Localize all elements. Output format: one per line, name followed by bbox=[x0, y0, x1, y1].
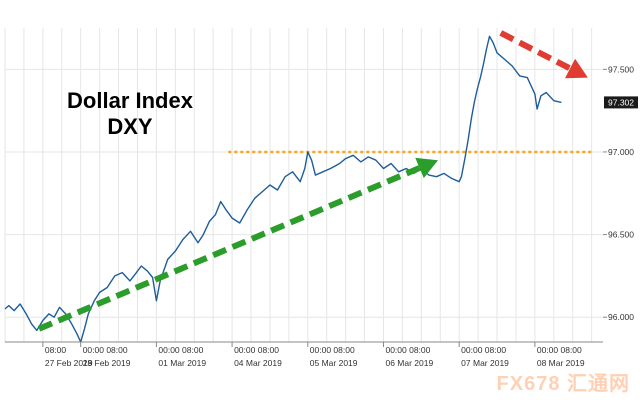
series-group bbox=[4, 35, 562, 343]
y-tick-label: 96.500 bbox=[608, 230, 634, 240]
x-tick-date-label: 07 Mar 2019 bbox=[461, 358, 509, 368]
last-price-tag: 97.302 bbox=[604, 96, 638, 109]
x-tick-time-label: 00:00 08:00 bbox=[83, 345, 128, 355]
x-axis: 08:00 27 Feb 2019 00:00 08:00 28 Feb 2019 00… bbox=[42, 342, 585, 368]
plot-area bbox=[5, 28, 603, 342]
x-tick-date-label: 05 Mar 2019 bbox=[310, 358, 358, 368]
x-tick-date-label: 28 Feb 2019 bbox=[83, 358, 131, 368]
series-line bbox=[4, 35, 562, 343]
x-tick-date-label: 08 Mar 2019 bbox=[537, 358, 585, 368]
y-axis: 96.000 96.500 97.000 97.500 bbox=[603, 64, 634, 322]
x-tick-time-label: 00:00 08:00 bbox=[385, 345, 430, 355]
chart-title-line2: DXY bbox=[107, 114, 153, 139]
x-tick-time-label: 08:00 bbox=[45, 345, 67, 355]
annotation-arrows bbox=[37, 30, 588, 332]
x-tick-time-label: 00:00 08:00 bbox=[158, 345, 203, 355]
watermark-logo: FX678 汇通网 bbox=[496, 373, 630, 395]
x-tick-time-label: 00:00 08:00 bbox=[461, 345, 506, 355]
x-tick-date-label: 01 Mar 2019 bbox=[158, 358, 206, 368]
x-tick-date-label: 27 Feb 2019 bbox=[45, 358, 93, 368]
x-tick-date-label: 04 Mar 2019 bbox=[234, 358, 282, 368]
y-tick-label: 96.000 bbox=[608, 312, 634, 322]
downtrend-dashed-arrow bbox=[499, 30, 572, 72]
chart-title-line1: Dollar Index bbox=[67, 88, 193, 113]
uptrend-dashed-arrow bbox=[37, 165, 421, 332]
x-tick-time-label: 00:00 08:00 bbox=[234, 345, 279, 355]
grid bbox=[4, 28, 603, 342]
y-tick-label: 97.500 bbox=[608, 64, 634, 74]
y-tick-label: 97.000 bbox=[608, 147, 634, 157]
x-tick-date-label: 06 Mar 2019 bbox=[385, 358, 433, 368]
uptrend-dashed-arrow-head bbox=[415, 157, 438, 179]
downtrend-dashed-arrow-head bbox=[565, 58, 588, 79]
x-tick-time-label: 00:00 08:00 bbox=[537, 345, 582, 355]
x-tick-time-label: 00:00 08:00 bbox=[310, 345, 355, 355]
last-price-label: 97.302 bbox=[608, 97, 634, 107]
